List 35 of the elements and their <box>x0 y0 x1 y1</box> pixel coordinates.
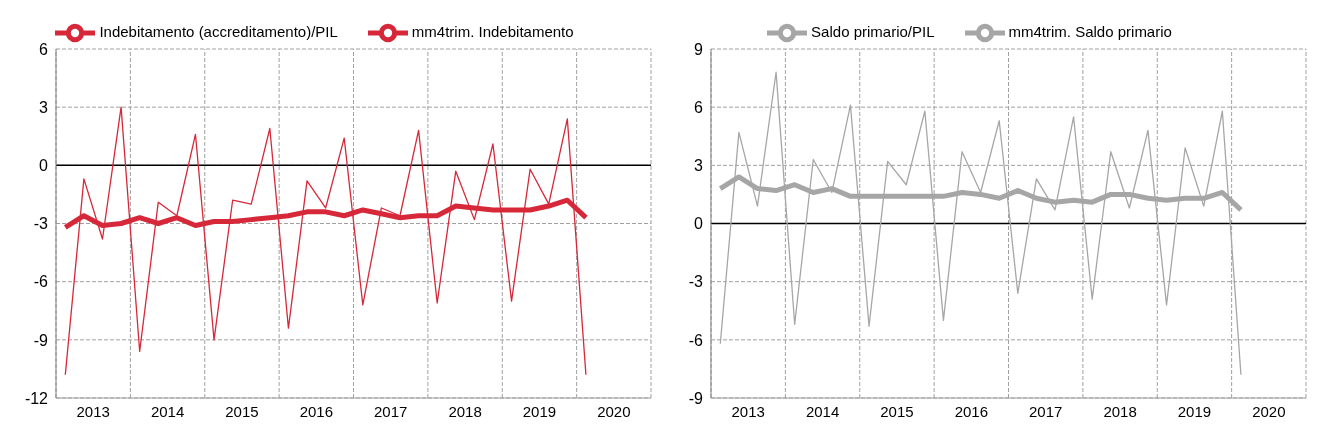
x-tick-label: 2017 <box>374 402 408 420</box>
y-tick-label: -12 <box>24 389 49 407</box>
y-tick-label: 0 <box>694 215 704 233</box>
x-tick-label: 2019 <box>522 402 557 420</box>
x-tick-label: 2017 <box>1029 402 1063 420</box>
y-tick-label: 3 <box>39 98 49 116</box>
x-tick-label: 2014 <box>150 402 185 420</box>
legend-label: Indebitamento (accreditamento)/PIL <box>99 22 338 40</box>
legend-label: Saldo primario/PIL <box>811 22 935 40</box>
y-tick-label: -6 <box>688 331 704 349</box>
y-tick-label: -3 <box>688 273 704 291</box>
legend-label: mm4trim. Indebitamento <box>411 22 574 40</box>
x-tick-label: 2018 <box>1103 402 1137 420</box>
x-tick-label: 2015 <box>880 402 914 420</box>
x-tick-label: 2020 <box>1252 402 1286 420</box>
y-tick-label: 9 <box>694 40 704 58</box>
x-tick-label: 2016 <box>954 402 988 420</box>
x-tick-label: 2013 <box>76 402 110 420</box>
y-tick-label: 6 <box>694 98 704 116</box>
y-tick-label: 0 <box>39 157 49 175</box>
y-tick-label: 3 <box>694 157 704 175</box>
x-tick-label: 2013 <box>731 402 765 420</box>
x-tick-label: 2019 <box>1177 402 1212 420</box>
legend-label: mm4trim. Saldo primario <box>1008 22 1172 40</box>
y-tick-label: -9 <box>33 331 49 349</box>
x-tick-label: 2015 <box>225 402 259 420</box>
y-tick-label: -3 <box>33 215 49 233</box>
x-tick-label: 2020 <box>597 402 631 420</box>
x-tick-label: 2014 <box>805 402 840 420</box>
line-series <box>64 106 587 376</box>
x-tick-label: 2016 <box>299 402 333 420</box>
y-tick-label: -6 <box>33 273 49 291</box>
y-tick-label: 6 <box>39 40 49 58</box>
y-tick-label: -9 <box>688 389 704 407</box>
x-tick-label: 2018 <box>448 402 482 420</box>
